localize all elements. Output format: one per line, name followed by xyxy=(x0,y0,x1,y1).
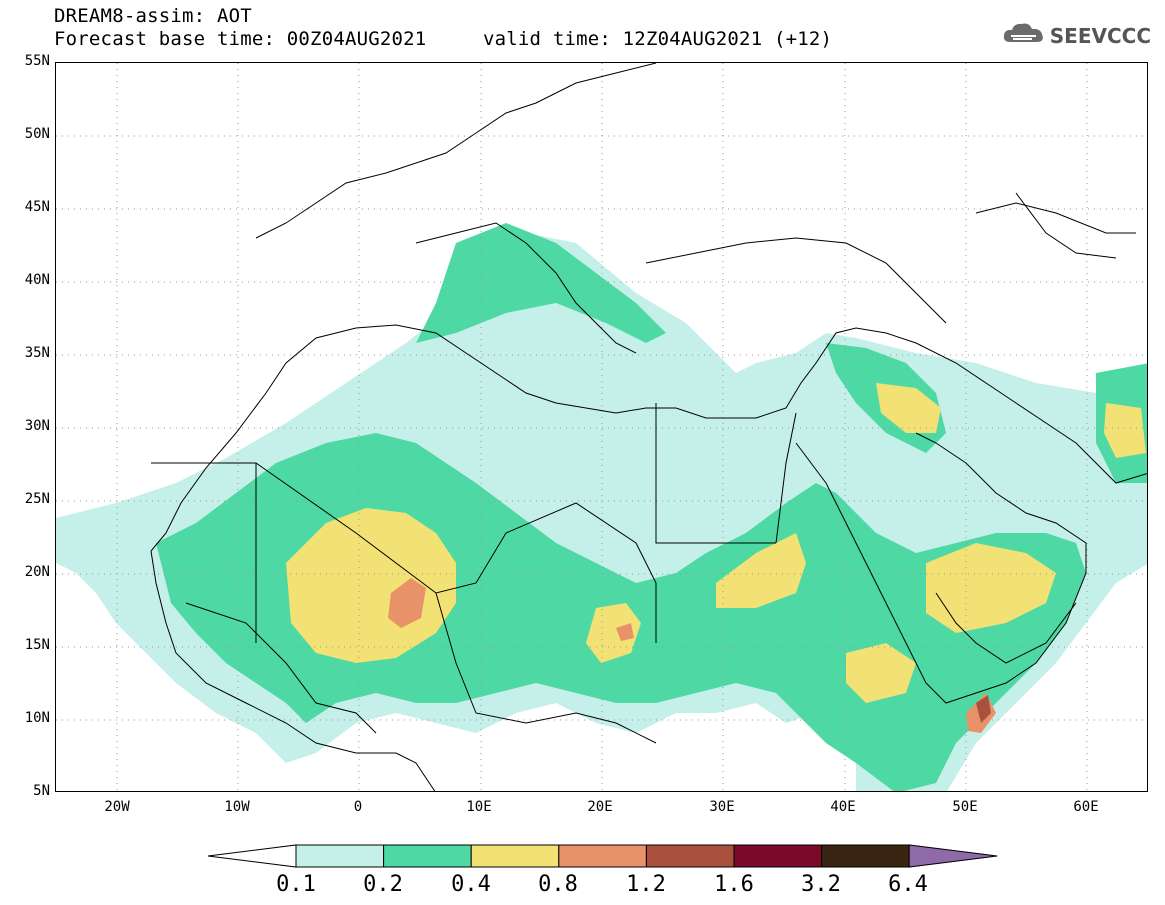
colorbar-label: 1.2 xyxy=(626,872,666,897)
x-tick-label: 40E xyxy=(830,799,856,815)
x-tick-label: 10W xyxy=(224,799,250,815)
y-tick-label: 30N xyxy=(24,418,50,434)
x-tick-label: 20W xyxy=(104,799,130,815)
colorbar-segment xyxy=(470,844,560,868)
x-tick-label: 30E xyxy=(709,799,735,815)
y-tick-label: 35N xyxy=(24,345,50,361)
title-line-2: Forecast base time: 00Z04AUG2021 xyxy=(54,28,427,50)
y-tick-label: 5N xyxy=(33,783,50,799)
seevccc-logo: SEEVCCC xyxy=(1002,20,1151,51)
colorbar-label: 0.2 xyxy=(363,872,403,897)
y-tick-label: 15N xyxy=(24,637,50,653)
x-tick-label: 50E xyxy=(952,799,978,815)
colorbar-segment xyxy=(821,844,910,868)
y-tick-label: 40N xyxy=(24,272,50,288)
coastlines xyxy=(150,63,1147,791)
colorbar-label: 6.4 xyxy=(888,872,928,897)
x-tick-label: 10E xyxy=(466,799,492,815)
colorbar-label: 3.2 xyxy=(801,872,841,897)
colorbar-segment xyxy=(207,844,297,868)
colorbar-segment xyxy=(733,844,823,868)
colorbar-label: 0.1 xyxy=(276,872,316,897)
title-line-1: DREAM8-assim: AOT xyxy=(54,5,252,27)
logo-text: SEEVCCC xyxy=(1049,23,1151,48)
y-tick-label: 20N xyxy=(24,564,50,580)
y-tick-label: 10N xyxy=(24,710,50,726)
colorbar-segment xyxy=(908,844,998,868)
colorbar-segment xyxy=(383,844,472,868)
x-tick-label: 0 xyxy=(353,799,363,815)
aot-level-1.2 xyxy=(976,695,991,723)
y-tick-label: 50N xyxy=(24,126,50,142)
colorbar-segment xyxy=(295,844,385,868)
colorbar-label: 1.6 xyxy=(714,872,754,897)
colorbar-segment xyxy=(558,844,647,868)
title-line-3: valid time: 12Z04AUG2021 (+12) xyxy=(483,28,833,50)
x-tick-label: 60E xyxy=(1073,799,1099,815)
y-tick-label: 55N xyxy=(24,53,50,69)
x-tick-label: 20E xyxy=(587,799,613,815)
y-tick-label: 25N xyxy=(24,491,50,507)
colorbar-segment xyxy=(645,844,735,868)
aot-contours xyxy=(56,223,1147,791)
colorbar-label: 0.8 xyxy=(538,872,578,897)
cloud-icon xyxy=(1002,20,1046,51)
map-panel[interactable] xyxy=(55,62,1148,792)
colorbar-label: 0.4 xyxy=(451,872,491,897)
y-tick-label: 45N xyxy=(24,199,50,215)
aot-field-map xyxy=(56,63,1147,791)
